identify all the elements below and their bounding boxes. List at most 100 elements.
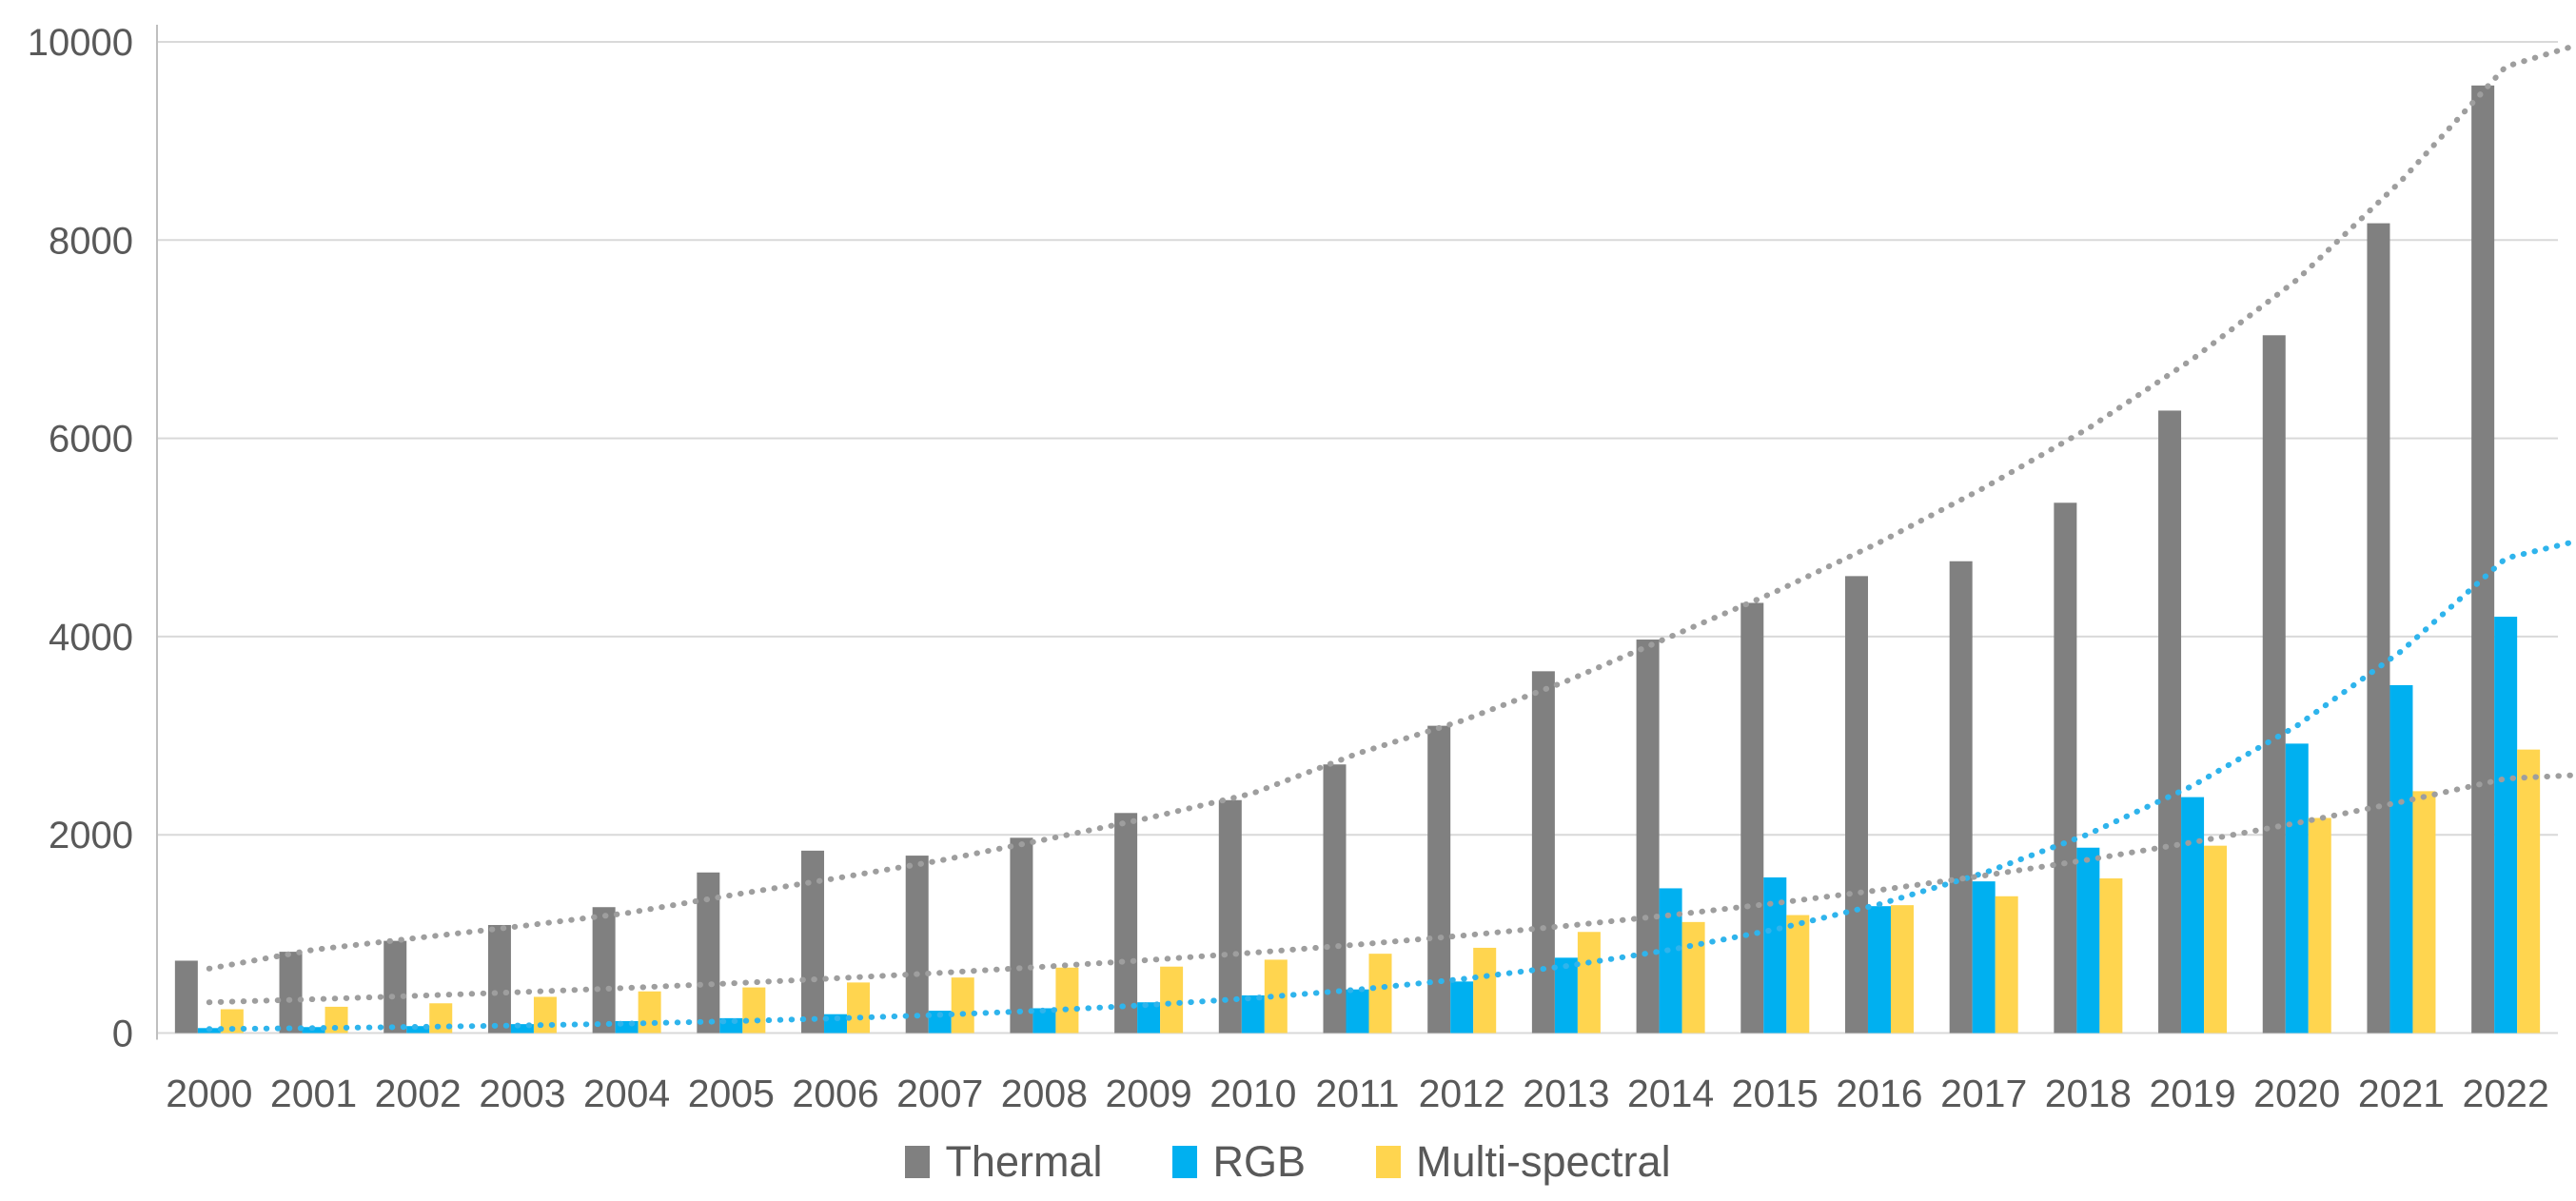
x-tick-label: 2020 (2253, 1072, 2340, 1115)
bar-thermal-2019[interactable] (2158, 410, 2182, 1034)
y-tick-label: 2000 (49, 815, 133, 856)
bar-thermal-2022[interactable] (2471, 85, 2495, 1034)
bar-rgb-2018[interactable] (2076, 847, 2100, 1034)
bar-multi-spectral-2022[interactable] (2517, 749, 2541, 1034)
x-tick-label: 2017 (1940, 1072, 2027, 1115)
bar-multi-spectral-2019[interactable] (2204, 845, 2228, 1034)
bar-multi-spectral-2015[interactable] (1786, 915, 1810, 1034)
bar-multi-spectral-2006[interactable] (847, 982, 871, 1034)
bar-rgb-2013[interactable] (1554, 957, 1578, 1034)
bar-multi-spectral-2018[interactable] (2099, 878, 2123, 1034)
bar-multi-spectral-2016[interactable] (1890, 905, 1914, 1034)
y-tick-label: 10000 (28, 22, 133, 64)
x-tick-label: 2021 (2358, 1072, 2445, 1115)
x-tick-label: 2014 (1627, 1072, 1714, 1115)
bar-thermal-2014[interactable] (1636, 640, 1660, 1034)
multispectral-swatch-icon (1376, 1145, 1401, 1178)
bar-multi-spectral-2013[interactable] (1577, 932, 1601, 1034)
bar-rgb-2006[interactable] (824, 1014, 848, 1034)
x-tick-label: 2018 (2045, 1072, 2132, 1115)
bar-thermal-2004[interactable] (592, 907, 616, 1034)
bar-rgb-2017[interactable] (1972, 881, 1996, 1034)
bar-thermal-2016[interactable] (1844, 576, 1868, 1034)
bar-multi-spectral-2004[interactable] (638, 991, 661, 1034)
trendline-multi-spectral (206, 772, 2574, 1006)
x-tick-label: 2005 (688, 1072, 775, 1115)
x-tick-label: 2019 (2149, 1072, 2235, 1115)
bar-thermal-2006[interactable] (801, 850, 825, 1034)
bar-multi-spectral-2021[interactable] (2412, 791, 2436, 1034)
y-tick-label: 0 (112, 1014, 133, 1055)
bar-rgb-2019[interactable] (2181, 797, 2205, 1034)
bar-thermal-2017[interactable] (1949, 561, 1973, 1034)
bar-rgb-2009[interactable] (1137, 1002, 1161, 1034)
bar-thermal-2003[interactable] (487, 924, 511, 1034)
y-axis-tick-labels: 0 2000 4000 6000 8000 10000 (28, 22, 133, 1055)
legend-item-multispectral[interactable]: Multi-spectral (1376, 1140, 1671, 1183)
x-tick-label: 2003 (479, 1072, 565, 1115)
x-tick-label: 2011 (1315, 1072, 1399, 1115)
bar-rgb-2014[interactable] (1659, 888, 1682, 1034)
trendlines (206, 44, 2574, 1033)
bar-thermal-2001[interactable] (279, 952, 303, 1034)
bar-multi-spectral-2020[interactable] (2308, 817, 2331, 1034)
x-tick-label: 2001 (270, 1072, 357, 1115)
bar-rgb-2012[interactable] (1450, 981, 1474, 1034)
bar-rgb-2021[interactable] (2389, 684, 2413, 1034)
legend-label-thermal: Thermal (945, 1137, 1103, 1186)
bar-rgb-2016[interactable] (1867, 906, 1891, 1034)
thermal-swatch-icon (905, 1145, 931, 1178)
x-tick-label: 2022 (2463, 1072, 2549, 1115)
legend-item-rgb[interactable]: RGB (1172, 1140, 1306, 1183)
x-tick-label: 2007 (896, 1072, 983, 1115)
bar-rgb-2011[interactable] (1346, 989, 1369, 1034)
bar-rgb-2002[interactable] (406, 1026, 430, 1034)
x-tick-label: 2008 (1001, 1072, 1088, 1115)
bar-thermal-2007[interactable] (905, 856, 929, 1034)
bar-thermal-2012[interactable] (1427, 725, 1451, 1034)
trendline-thermal (206, 44, 2574, 972)
bar-rgb-2003[interactable] (510, 1024, 534, 1034)
x-tick-label: 2015 (1732, 1072, 1819, 1115)
bar-thermal-2013[interactable] (1531, 671, 1555, 1034)
x-tick-label: 2000 (166, 1072, 252, 1115)
x-tick-label: 2012 (1419, 1072, 1505, 1115)
bar-thermal-2010[interactable] (1218, 799, 1242, 1034)
bar-thermal-2020[interactable] (2262, 335, 2286, 1034)
x-tick-label: 2009 (1105, 1072, 1191, 1115)
x-tick-label: 2013 (1523, 1072, 1609, 1115)
bar-rgb-2007[interactable] (928, 1011, 952, 1034)
bar-multi-spectral-2005[interactable] (742, 987, 766, 1034)
bar-thermal-2002[interactable] (383, 940, 407, 1034)
bar-multi-spectral-2003[interactable] (533, 996, 557, 1034)
y-tick-label: 8000 (49, 220, 133, 262)
bar-thermal-2009[interactable] (1114, 813, 1138, 1034)
bar-rgb-2020[interactable] (2285, 743, 2309, 1034)
x-axis-tick-labels: 2000 2001 2002 2003 2004 2005 2006 2007 2008 2009… (166, 1072, 2549, 1115)
bar-multi-spectral-2009[interactable] (1160, 966, 1184, 1034)
x-tick-label: 2002 (375, 1072, 462, 1115)
bar-multi-spectral-2012[interactable] (1473, 947, 1497, 1034)
bar-rgb-2010[interactable] (1241, 994, 1265, 1034)
bar-thermal-2021[interactable] (2367, 223, 2390, 1034)
x-tick-label: 2016 (1836, 1072, 1922, 1115)
bar-thermal-2000[interactable] (174, 960, 198, 1034)
bar-thermal-2018[interactable] (2054, 502, 2077, 1034)
bar-thermal-2015[interactable] (1740, 602, 1764, 1034)
bar-rgb-2022[interactable] (2494, 617, 2518, 1034)
trendline-rgb (206, 540, 2574, 1033)
x-tick-label: 2004 (583, 1072, 670, 1115)
y-tick-label: 4000 (49, 617, 133, 659)
rgb-swatch-icon (1172, 1145, 1198, 1178)
bar-multi-spectral-2008[interactable] (1055, 967, 1079, 1034)
y-tick-label: 6000 (49, 419, 133, 461)
bar-multi-spectral-2011[interactable] (1368, 954, 1392, 1034)
bar-multi-spectral-2017[interactable] (1995, 896, 2018, 1034)
bar-series (174, 85, 2541, 1034)
bar-multi-spectral-2014[interactable] (1681, 921, 1705, 1034)
bar-multi-spectral-2007[interactable] (951, 977, 974, 1034)
bar-thermal-2008[interactable] (1010, 837, 1033, 1034)
bar-thermal-2011[interactable] (1323, 764, 1347, 1034)
legend-item-thermal[interactable]: Thermal (905, 1140, 1102, 1183)
